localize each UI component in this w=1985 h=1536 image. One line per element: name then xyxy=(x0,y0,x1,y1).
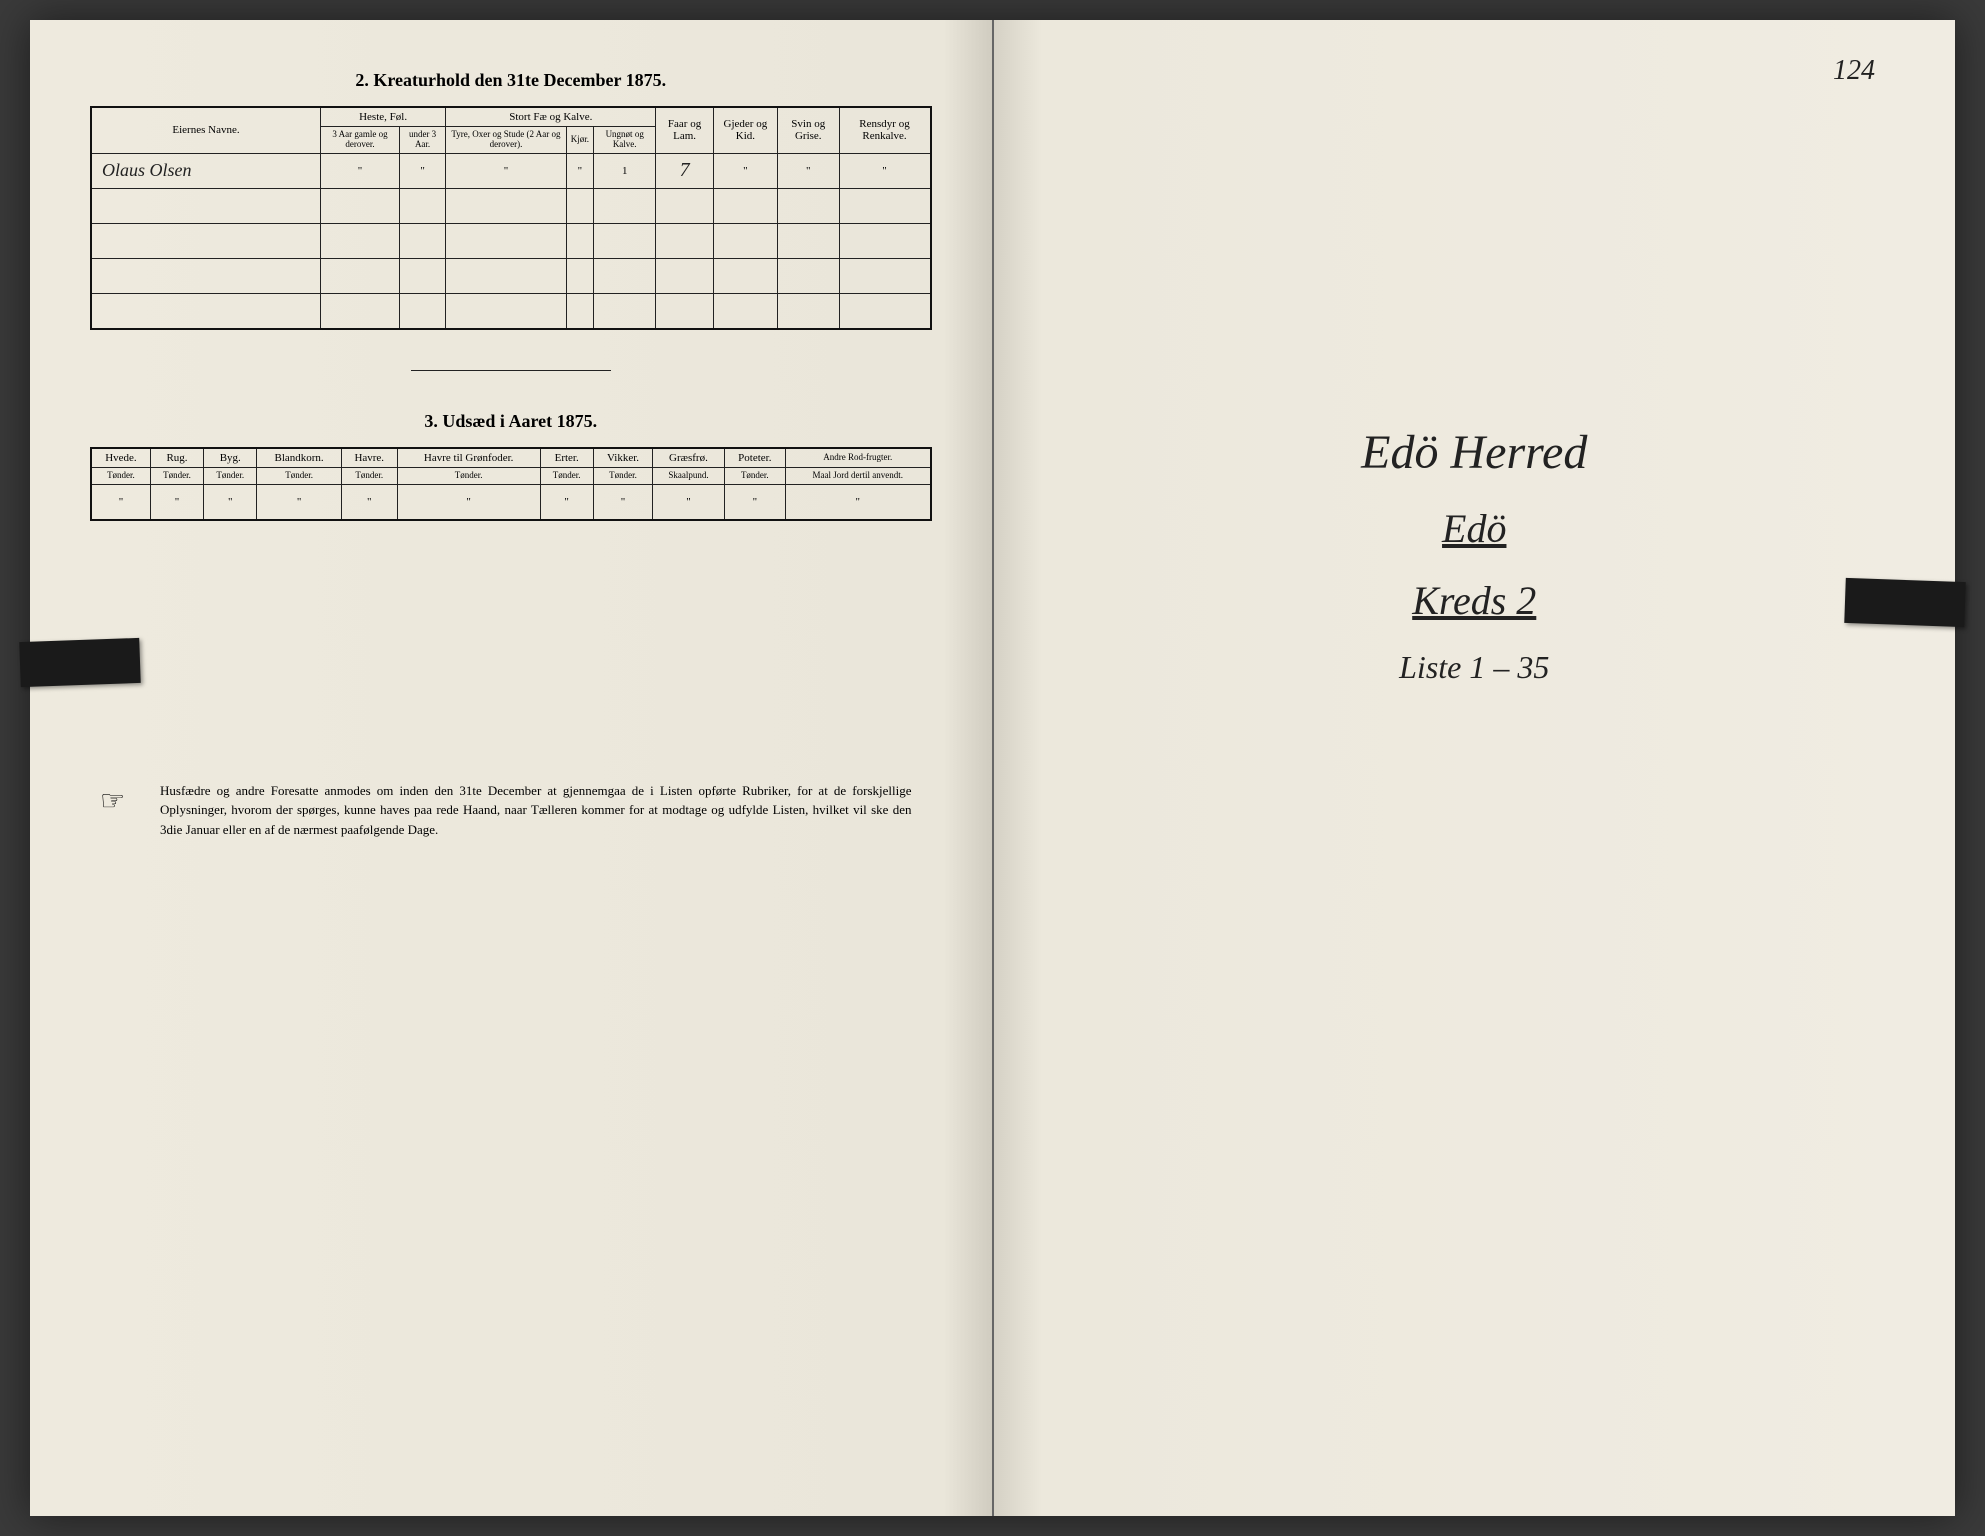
binder-clip-icon xyxy=(19,638,140,687)
livestock-table: Eiernes Navne. Heste, Føl. Stort Fæ og K… xyxy=(90,106,932,330)
cell: " xyxy=(446,153,567,188)
cell: " xyxy=(778,153,840,188)
pointing-hand-icon: ☞ xyxy=(100,781,125,823)
cell: " xyxy=(399,153,445,188)
cell: " xyxy=(724,484,785,520)
cell: " xyxy=(257,484,341,520)
right-page: 124 Edö Herred Edö Kreds 2 Liste 1 – 35 xyxy=(994,20,1956,1516)
footnote-text: Husfædre og andre Foresatte anmodes om i… xyxy=(160,783,912,837)
left-page: 2. Kreaturhold den 31te December 1875. E… xyxy=(30,20,994,1516)
table-row xyxy=(91,188,931,223)
sogn-name: Edö xyxy=(994,505,1956,552)
liste-range: Liste 1 – 35 xyxy=(994,649,1956,686)
sub: Tønder. xyxy=(724,467,785,484)
col-gjeder: Gjeder og Kid. xyxy=(713,107,777,153)
sub: Tønder. xyxy=(397,467,540,484)
col-byg: Byg. xyxy=(204,448,257,468)
col-group-heste: Heste, Føl. xyxy=(321,107,446,127)
table-row: Olaus Olsen " " " " 1 7 " " " xyxy=(91,153,931,188)
sub: Tønder. xyxy=(150,467,203,484)
cell: " xyxy=(540,484,593,520)
col-vikker: Vikker. xyxy=(593,448,652,468)
divider xyxy=(411,370,611,371)
sub: Tønder. xyxy=(593,467,652,484)
col-owner: Eiernes Navne. xyxy=(91,107,321,153)
seeding-table: Hvede. Rug. Byg. Blandkorn. Havre. Havre… xyxy=(90,447,932,521)
section2-title: 2. Kreaturhold den 31te December 1875. xyxy=(90,70,932,91)
sub: Tønder. xyxy=(341,467,397,484)
sub: Tønder. xyxy=(91,467,150,484)
sub: Tønder. xyxy=(204,467,257,484)
herred-name: Edö Herred xyxy=(994,425,1956,480)
sub: Skaalpund. xyxy=(653,467,724,484)
title-block: Edö Herred Edö Kreds 2 Liste 1 – 35 xyxy=(994,400,1956,711)
col-group-stortfe: Stort Fæ og Kalve. xyxy=(446,107,656,127)
book-spread: 2. Kreaturhold den 31te December 1875. E… xyxy=(30,20,1955,1516)
cell: " xyxy=(653,484,724,520)
cell: " xyxy=(593,484,652,520)
sub: Tønder. xyxy=(257,467,341,484)
table-row xyxy=(91,223,931,258)
col-blandkorn: Blandkorn. xyxy=(257,448,341,468)
table-row: " " " " " " " " " " " xyxy=(91,484,931,520)
col-rensdyr: Rensdyr og Renkalve. xyxy=(839,107,930,153)
cell: " xyxy=(566,153,593,188)
cell: " xyxy=(713,153,777,188)
kreds-number: Kreds 2 xyxy=(994,577,1956,624)
cell: " xyxy=(397,484,540,520)
col-graesfro: Græsfrø. xyxy=(653,448,724,468)
cell: " xyxy=(321,153,400,188)
cell: 1 xyxy=(594,153,656,188)
col-rug: Rug. xyxy=(150,448,203,468)
section3-title: 3. Udsæd i Aaret 1875. xyxy=(90,411,932,432)
table-row xyxy=(91,293,931,329)
col-havre-gron: Havre til Grønfoder. xyxy=(397,448,540,468)
cell: " xyxy=(204,484,257,520)
col-erter: Erter. xyxy=(540,448,593,468)
col-heste-1: 3 Aar gamle og derover. xyxy=(321,127,400,154)
col-faar: Faar og Lam. xyxy=(656,107,713,153)
table-row xyxy=(91,258,931,293)
col-poteter: Poteter. xyxy=(724,448,785,468)
col-havre: Havre. xyxy=(341,448,397,468)
cell: " xyxy=(91,484,150,520)
sub: Tønder. xyxy=(540,467,593,484)
cell: 7 xyxy=(656,153,713,188)
sub: Maal Jord dertil anvendt. xyxy=(785,467,930,484)
cell: " xyxy=(150,484,203,520)
cell: " xyxy=(341,484,397,520)
footnote: ☞ Husfædre og andre Foresatte anmodes om… xyxy=(90,781,932,840)
binder-clip-icon xyxy=(1844,578,1965,627)
col-fe-1: Tyre, Oxer og Stude (2 Aar og derover). xyxy=(446,127,567,154)
cell: " xyxy=(839,153,930,188)
col-fe-2: Kjør. xyxy=(566,127,593,154)
col-svin: Svin og Grise. xyxy=(778,107,840,153)
col-hvede: Hvede. xyxy=(91,448,150,468)
owner-name: Olaus Olsen xyxy=(91,153,321,188)
folio-number: 124 xyxy=(1833,55,1875,87)
col-fe-3: Ungnøt og Kalve. xyxy=(594,127,656,154)
col-heste-2: under 3 Aar. xyxy=(399,127,445,154)
col-rodfrugter: Andre Rod-frugter. xyxy=(785,448,930,468)
cell: " xyxy=(785,484,930,520)
